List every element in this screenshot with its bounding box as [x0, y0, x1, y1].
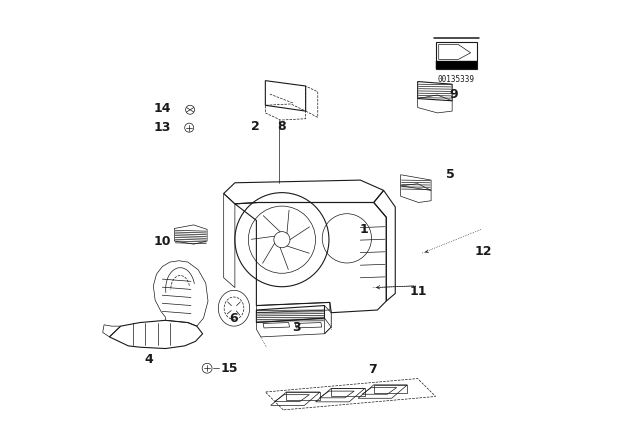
Text: 10: 10: [154, 234, 171, 248]
Text: 00135339: 00135339: [438, 75, 475, 84]
Bar: [436, 60, 477, 69]
Text: 11: 11: [410, 284, 428, 298]
Text: 15: 15: [221, 362, 238, 375]
Bar: [436, 42, 477, 69]
Text: 3: 3: [292, 321, 301, 335]
Text: 7: 7: [369, 363, 377, 376]
Text: 5: 5: [445, 168, 454, 181]
Text: 14: 14: [154, 102, 171, 115]
Text: 1: 1: [360, 223, 368, 236]
Text: 4: 4: [145, 353, 153, 366]
Text: 13: 13: [154, 121, 171, 134]
Text: 6: 6: [230, 311, 238, 325]
Text: 9: 9: [449, 87, 458, 101]
Text: 8: 8: [278, 120, 286, 133]
Text: 12: 12: [475, 245, 492, 258]
Text: 2: 2: [251, 120, 259, 133]
